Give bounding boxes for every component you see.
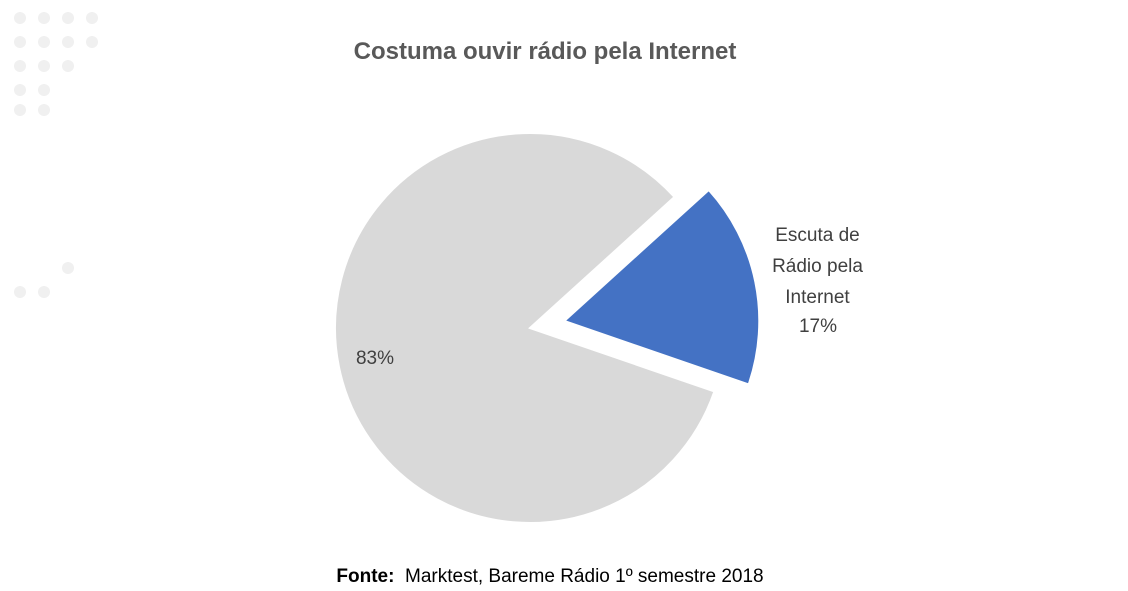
pie-slice — [562, 188, 761, 386]
slice-label: Escuta de Rádio pela Internet — [772, 225, 863, 308]
value-label: 17% — [798, 316, 838, 337]
value-label: 83% — [355, 348, 395, 369]
source-label: Fonte: — [336, 566, 395, 587]
pie-slice — [334, 132, 716, 524]
source-note: Fonte: Marktest, Bareme Rádio 1º semestr… — [0, 566, 1100, 588]
decor-dots — [14, 12, 98, 298]
source-text: Marktest, Bareme Rádio 1º semestre 2018 — [405, 566, 764, 587]
chart-title: Costuma ouvir rádio pela Internet — [353, 38, 737, 65]
